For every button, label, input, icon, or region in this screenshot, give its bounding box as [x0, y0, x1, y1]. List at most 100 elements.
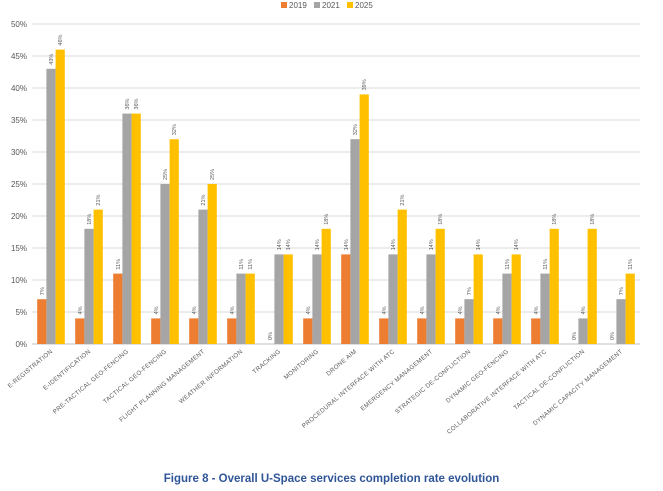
- bar-data-label: 0%: [268, 332, 274, 340]
- bar-data-label: 4%: [78, 306, 84, 314]
- bar-2021: [540, 273, 550, 344]
- bar-2019: [151, 318, 161, 344]
- bar-2025: [283, 254, 293, 344]
- category-label: EMERGENCY MANAGEMENT: [359, 348, 434, 412]
- legend-swatch-2019: [281, 2, 287, 8]
- category-label: PRE-TACTICAL GEO-FENCING: [52, 348, 130, 415]
- category-label: FLIGHT PLANNING MANAGEMENT: [118, 348, 206, 423]
- y-tick-label: 10%: [11, 276, 27, 285]
- bar-data-label: 14%: [277, 239, 283, 250]
- bar-data-label: 0%: [572, 332, 578, 340]
- bar-2021: [160, 184, 170, 344]
- category-label: TACTICAL DE-CONFLICTION: [513, 348, 587, 411]
- bar-2019: [75, 318, 85, 344]
- bar-data-label: 43%: [49, 54, 55, 65]
- bar-2021: [274, 254, 284, 344]
- x-axis-category-labels: E-REGISTRATIONE-IDENTIFICATIONPRE-TACTIC…: [7, 348, 625, 436]
- bar-data-label: 4%: [581, 306, 587, 314]
- y-axis-tick-labels: 0% 5% 10% 15% 20% 25% 30% 35% 40% 45% 50%: [11, 20, 27, 349]
- bar-2025: [397, 209, 407, 344]
- bar-data-label: 25%: [210, 169, 216, 180]
- bar-data-label: 11%: [248, 259, 254, 270]
- bar-data-label: 11%: [628, 259, 634, 270]
- bar-data-label: 4%: [306, 306, 312, 314]
- bar-data-label: 32%: [172, 124, 178, 135]
- bar-2019: [113, 273, 123, 344]
- bar-data-label: 4%: [154, 306, 160, 314]
- bar-2025: [321, 228, 331, 344]
- bar-2021: [578, 318, 588, 344]
- bar-data-label: 32%: [353, 124, 359, 135]
- bar-data-label: 11%: [543, 259, 549, 270]
- y-tick-label: 30%: [11, 148, 27, 157]
- bar-data-label: 21%: [201, 194, 207, 205]
- bar-data-label: 11%: [505, 259, 511, 270]
- legend: 2019 2021 2025: [281, 1, 373, 10]
- y-tick-label: 25%: [11, 180, 27, 189]
- bar-data-label: 18%: [590, 214, 596, 225]
- legend-label: 2025: [355, 1, 373, 10]
- bar-2019: [455, 318, 465, 344]
- bar-data-label: 4%: [420, 306, 426, 314]
- y-tick-label: 50%: [11, 20, 27, 29]
- bar-2025: [511, 254, 521, 344]
- bar-2021: [122, 113, 132, 344]
- bar-2025: [207, 184, 217, 344]
- category-label: DRONE AIM: [325, 348, 358, 377]
- y-tick-label: 0%: [15, 340, 27, 349]
- bar-2025: [245, 273, 255, 344]
- bar-2019: [341, 254, 351, 344]
- bar-2025: [55, 49, 65, 344]
- bar-2019: [227, 318, 237, 344]
- bar-data-label: 14%: [391, 239, 397, 250]
- bar-2021: [312, 254, 322, 344]
- category-label: STRATEGIC DE-CONFLICTION: [394, 348, 472, 415]
- bar-2021: [46, 68, 56, 345]
- bar-2021: [502, 273, 512, 344]
- bar-data-label: 14%: [476, 239, 482, 250]
- bar-data-label: 14%: [344, 239, 350, 250]
- bar-data-label: 21%: [96, 194, 102, 205]
- bar-2021: [198, 209, 208, 344]
- bar-2025: [93, 209, 103, 344]
- bar-data-label: 0%: [610, 332, 616, 340]
- bar-2025: [131, 113, 141, 344]
- bar-2021: [616, 299, 626, 344]
- y-tick-label: 45%: [11, 52, 27, 61]
- bar-data-label: 14%: [315, 239, 321, 250]
- y-tick-label: 15%: [11, 244, 27, 253]
- category-label: TRACKING: [251, 348, 282, 375]
- bar-data-label: 14%: [286, 239, 292, 250]
- bar-2025: [359, 94, 369, 345]
- bar-data-label: 4%: [382, 306, 388, 314]
- y-tick-label: 40%: [11, 84, 27, 93]
- bar-data-label: 14%: [429, 239, 435, 250]
- bar-data-label: 36%: [134, 98, 140, 109]
- bar-data-label: 4%: [534, 306, 540, 314]
- legend-swatch-2021: [314, 2, 320, 8]
- legend-label: 2021: [322, 1, 340, 10]
- bar-data-label: 4%: [192, 306, 198, 314]
- category-label: WEATHER INFORMATION: [178, 348, 244, 405]
- bar-data-label: 14%: [514, 239, 520, 250]
- bar-data-label: 46%: [58, 34, 64, 45]
- bar-2025: [587, 228, 597, 344]
- bar-2019: [37, 299, 47, 344]
- legend-label: 2019: [289, 1, 307, 10]
- bar-data-label: 18%: [324, 214, 330, 225]
- bar-data-label: 39%: [362, 79, 368, 90]
- bar-2019: [379, 318, 389, 344]
- bar-data-label: 7%: [467, 287, 473, 295]
- bar-2021: [84, 228, 94, 344]
- bar-data-label: 25%: [163, 169, 169, 180]
- bar-data-label: 11%: [116, 259, 122, 270]
- category-label: MONITORING: [283, 348, 321, 381]
- y-tick-label: 20%: [11, 212, 27, 221]
- bar-2021: [236, 273, 246, 344]
- bar-2021: [426, 254, 436, 344]
- bar-2025: [169, 139, 179, 344]
- bar-2019: [531, 318, 541, 344]
- y-tick-label: 5%: [15, 308, 27, 317]
- bar-2021: [464, 299, 474, 344]
